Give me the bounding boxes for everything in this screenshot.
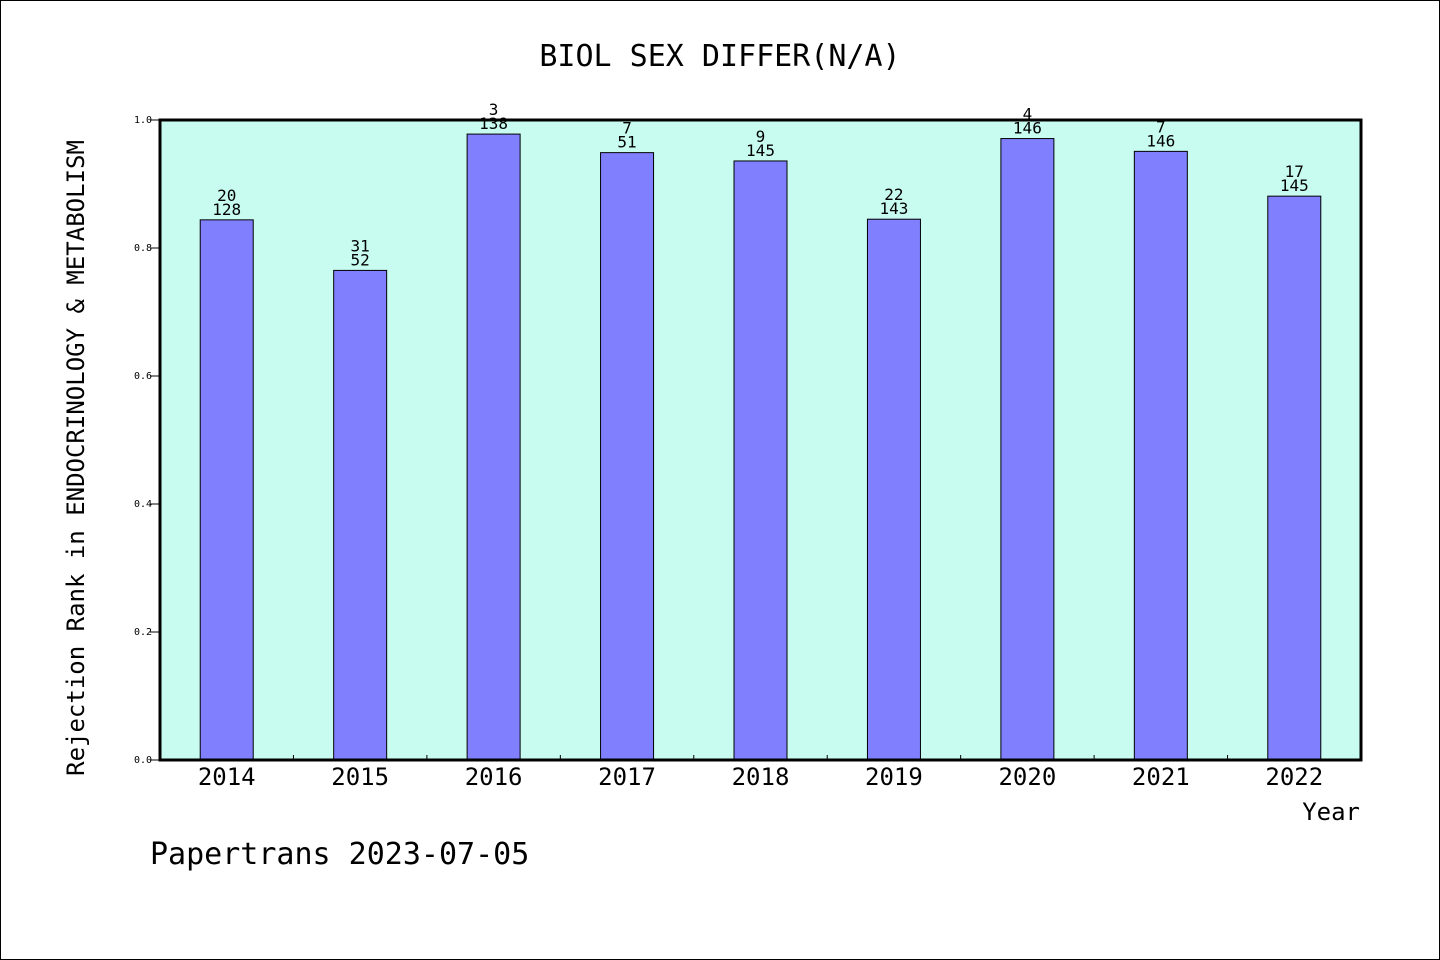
bar-total-label: 51 [617,133,636,152]
bar-rank-label: 3 [489,100,499,119]
bar-total-label: 145 [746,141,775,160]
y-axis: 0.0 0.2 0.4 0.6 0.8 1.0 [134,115,160,766]
x-tick-label: 2022 [1265,763,1323,791]
bar-2016 [466,133,521,761]
bar-rank-label: 17 [1285,162,1304,181]
bar-2017 [600,152,655,761]
y-tick-label: 0.8 [134,243,152,254]
y-tick-label: 0.0 [134,755,152,766]
x-tick-label: 2021 [1132,763,1190,791]
x-tick-label: 2017 [598,763,656,791]
bar-total-label: 143 [879,199,908,218]
bar-rank-label: 7 [1156,117,1166,136]
bar-total-label: 146 [1146,131,1175,150]
chart-title: BIOL SEX DIFFER(N/A) [539,39,900,74]
bar-rank-label: 4 [1023,105,1033,124]
bar-total-label: 138 [479,114,508,133]
y-tick-label: 0.2 [134,627,152,638]
x-tick-label: 2015 [331,763,389,791]
bar-2020 [1000,138,1055,761]
x-tick-label: 2020 [998,763,1056,791]
y-tick-label: 0.6 [134,371,152,382]
bar-2022 [1267,195,1322,761]
y-axis-title: Rejection Rank in ENDOCRINOLOGY & METABO… [62,140,90,776]
bar-rank-label: 31 [351,236,370,255]
x-tick-label: 2016 [465,763,523,791]
bar-total-label: 145 [1280,176,1309,195]
x-tick-label: 2019 [865,763,923,791]
bar-2018 [733,160,788,761]
bar-2015 [333,269,388,761]
x-axis: 2014 2015 2016 2017 2018 2019 2020 2021 2022 [198,755,1323,791]
bar-rank-label: 22 [884,185,903,204]
y-tick-label: 1.0 [134,115,152,126]
bar-2021 [1133,150,1188,761]
bar-total-label: 146 [1013,119,1042,138]
bar-total-label: 128 [212,200,241,219]
bar-2014 [199,219,254,761]
x-tick-label: 2018 [732,763,790,791]
plot-border [158,118,1363,762]
bar-rank-label: 20 [217,186,236,205]
bar-total-label: 52 [351,250,370,269]
x-tick-label: 2014 [198,763,256,791]
y-tick-label: 0.4 [134,499,152,510]
bars [199,133,1322,761]
bar-rank-label: 7 [622,119,632,138]
footer-credit: Papertrans 2023-07-05 [150,837,529,872]
bar-rank-label: 9 [756,127,766,146]
bar-2019 [866,218,921,761]
x-axis-title: Year [1302,798,1360,826]
